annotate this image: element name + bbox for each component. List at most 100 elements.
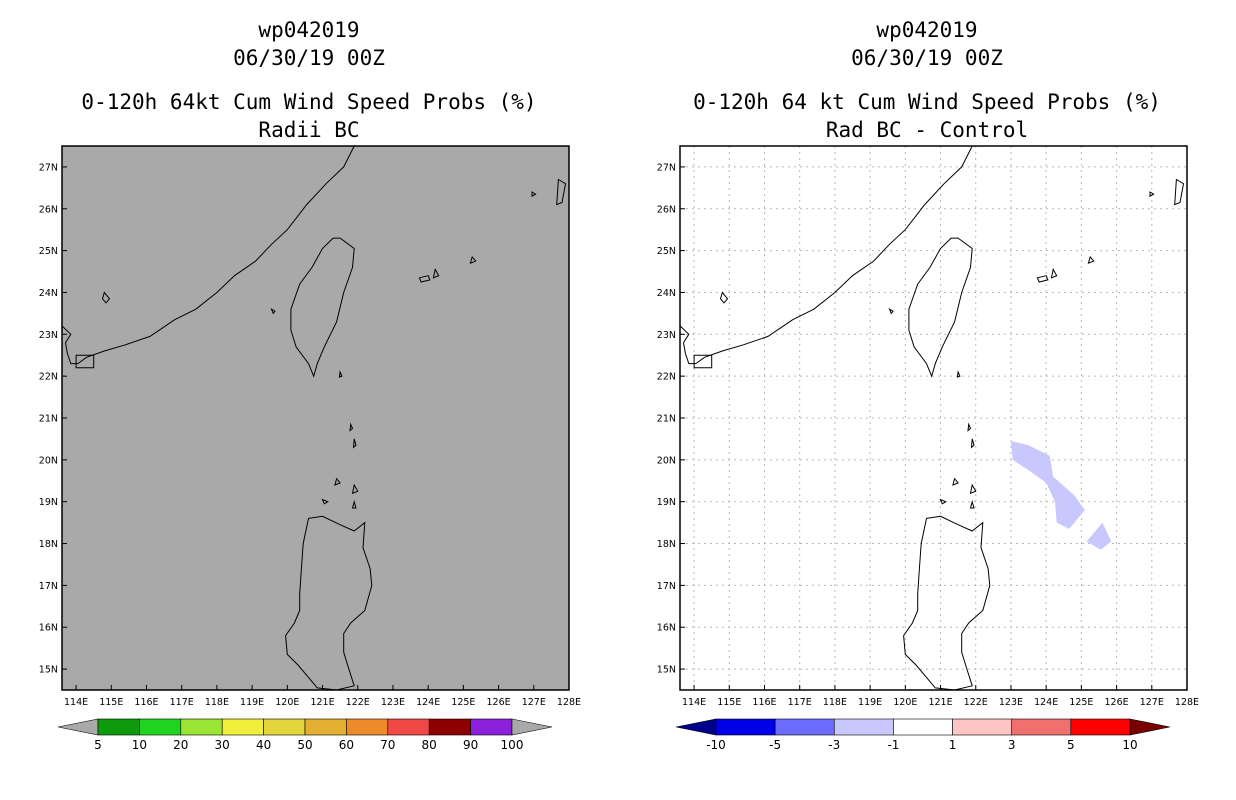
map-field: [62, 146, 569, 690]
y-tick-label: 16N: [39, 623, 58, 634]
colorbar-swatch: [833, 718, 894, 736]
y-tick-label: 20N: [657, 455, 676, 466]
colorbar-label: -10: [706, 738, 726, 752]
x-tick-label: 114E: [682, 697, 706, 708]
x-tick-label: 116E: [752, 697, 776, 708]
coastline-island: [693, 354, 713, 369]
probability-region: [1086, 522, 1112, 550]
coastline-island: [1036, 275, 1049, 283]
x-tick-label: 114E: [64, 697, 88, 708]
right-title-line-3: 0-120h 64 kt Cum Wind Speed Probs (%): [693, 90, 1161, 114]
x-tick-label: 120E: [275, 697, 299, 708]
coastline-island: [939, 498, 947, 505]
right-panel: wp042019 06/30/19 00Z 0-120h 64 kt Cum W…: [618, 0, 1236, 800]
colorbar-label: 3: [1008, 738, 1016, 752]
y-tick-label: 22N: [39, 372, 58, 383]
x-tick-label: 123E: [999, 697, 1023, 708]
colorbar-above-arrow: [1129, 718, 1171, 736]
coastline-island: [334, 477, 341, 486]
x-tick-label: 124E: [416, 697, 440, 708]
x-tick-label: 120E: [893, 697, 917, 708]
colorbar-swatch: [470, 718, 513, 736]
colorbar-swatch: [774, 718, 835, 736]
colorbar-label: 30: [215, 738, 230, 752]
y-tick-label: 25N: [39, 246, 58, 257]
x-tick-label: 125E: [1069, 697, 1093, 708]
colorbar-label: 80: [422, 738, 437, 752]
left-map-chart: 114E 115E 116E 117E 118E 119E 120E 121E 122E 123E…: [39, 145, 581, 752]
colorbar-label: -3: [828, 738, 840, 752]
colorbar-label: 1: [949, 738, 957, 752]
x-tick-label: 116E: [134, 697, 158, 708]
y-tick-label: 26N: [39, 204, 58, 215]
x-tick-label: 128E: [557, 697, 581, 708]
colorbar-swatch: [97, 718, 140, 736]
x-tick-label: 121E: [928, 697, 952, 708]
x-tick-label: 126E: [1105, 697, 1129, 708]
x-tick-label: 125E: [451, 697, 475, 708]
y-tick-label: 23N: [657, 330, 676, 341]
colorbar-below-arrow: [675, 718, 717, 736]
coastline-luzon: [903, 515, 991, 691]
coastline-island: [1174, 178, 1185, 206]
coastline-island: [321, 498, 329, 505]
y-tick-label: 27N: [39, 162, 58, 173]
y-tick-label: 17N: [39, 581, 58, 592]
x-tick-label: 117E: [170, 697, 194, 708]
colorbar-swatch: [1070, 718, 1131, 736]
y-tick-label: 20N: [39, 455, 58, 466]
coastline-china: [679, 145, 973, 365]
coastline-island: [970, 438, 975, 449]
y-tick-label: 22N: [657, 372, 676, 383]
x-tick-label: 123E: [381, 697, 405, 708]
y-tick-label: 21N: [39, 414, 58, 425]
left-title-line-4: Radii BC: [258, 118, 360, 142]
colorbar-label: 100: [501, 738, 524, 752]
colorbar-swatch: [180, 718, 223, 736]
colorbar-swatch: [387, 718, 430, 736]
x-tick-label: 121E: [310, 697, 334, 708]
colorbar-label: -1: [887, 738, 899, 752]
coastline-china: [61, 145, 355, 365]
x-tick-label: 122E: [346, 697, 370, 708]
colorbar-label: 10: [132, 738, 147, 752]
y-tick-label: 18N: [39, 539, 58, 550]
coastline-island: [969, 483, 977, 495]
coastline-island: [969, 499, 975, 509]
coastline-island: [1149, 191, 1155, 198]
colorbar-swatch: [893, 718, 953, 736]
y-tick-label: 19N: [657, 497, 676, 508]
y-tick-label: 25N: [657, 246, 676, 257]
x-tick-label: 127E: [1140, 697, 1164, 708]
x-tick-label: 115E: [717, 697, 741, 708]
colorbar-label: 5: [1067, 738, 1075, 752]
x-tick-label: 127E: [522, 697, 546, 708]
coastline-taiwan: [908, 237, 973, 378]
colorbar-swatch: [428, 718, 471, 736]
colorbar-above-arrow: [511, 718, 553, 736]
colorbar-swatch: [715, 718, 776, 736]
colorbar-label: 5: [94, 738, 102, 752]
right-title-line-4: Rad BC - Control: [825, 118, 1029, 142]
coastline-island: [349, 422, 354, 432]
coastline-taiwan: [290, 237, 355, 378]
coastline-island: [432, 267, 440, 279]
right-title-line-2: 06/30/19 00Z: [851, 46, 1003, 70]
coastline-island: [351, 499, 357, 509]
y-tick-label: 16N: [657, 623, 676, 634]
x-tick-label: 119E: [858, 697, 882, 708]
x-tick-label: 115E: [99, 697, 123, 708]
colorbar-below-arrow: [57, 718, 99, 736]
y-tick-label: 21N: [657, 414, 676, 425]
left-title-line-3: 0-120h 64kt Cum Wind Speed Probs (%): [81, 90, 537, 114]
left-title-line-2: 06/30/19 00Z: [233, 46, 385, 70]
colorbar-swatch: [139, 718, 182, 736]
probability-region: [1011, 441, 1085, 529]
coastline-island: [956, 370, 961, 378]
x-tick-label: 122E: [964, 697, 988, 708]
y-tick-label: 24N: [657, 288, 676, 299]
y-tick-label: 15N: [39, 665, 58, 676]
colorbar-swatch: [1011, 718, 1072, 736]
right-title-line-1: wp042019: [876, 18, 978, 42]
colorbar-label: 90: [463, 738, 478, 752]
